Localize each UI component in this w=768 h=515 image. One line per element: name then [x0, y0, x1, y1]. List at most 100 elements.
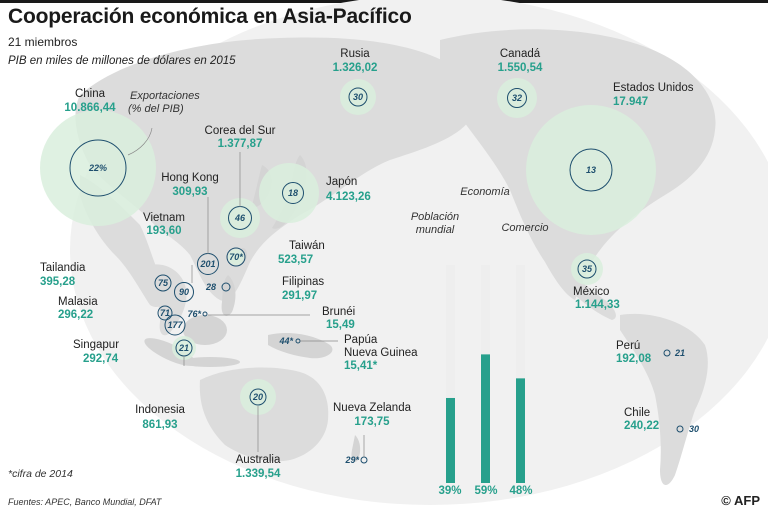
singapore-exports-text: 177	[167, 320, 183, 330]
brunei-exports-circle	[202, 311, 208, 317]
mexico-exports-text: 35	[582, 264, 593, 274]
chile-exports-circle	[676, 425, 684, 433]
korea-exports-text: 46	[234, 213, 246, 223]
peru-gdp: 192,08	[616, 353, 652, 365]
korea-gdp: 1.377,87	[217, 138, 263, 150]
south-america-landmass	[620, 313, 708, 486]
bar-economia	[481, 354, 490, 483]
thailand-label: Tailandia	[40, 262, 86, 274]
new-guinea-landmass	[268, 333, 333, 359]
share-bars	[446, 265, 525, 483]
malaysia-exports-text: 71	[160, 308, 170, 318]
poblacion-label-line1: Población	[410, 211, 460, 223]
malaysia-exports-circle	[157, 305, 173, 321]
australia-label: Australia	[235, 454, 281, 466]
taiwan-gdp: 523,57	[278, 254, 314, 266]
china-gdp: 10.866,44	[64, 102, 116, 114]
chile-exports-text: 30	[689, 424, 699, 434]
usa-gdp-bubble	[526, 105, 656, 235]
mexico-label: México	[573, 286, 610, 298]
peru-exports-text: 21	[674, 348, 685, 358]
korea-gdp-bubble	[220, 198, 260, 238]
footnote: *cifra de 2014	[8, 468, 73, 480]
peru-label: Perú	[616, 340, 641, 352]
usa-exports-circle	[569, 148, 613, 192]
png-label-line1: Papúa	[344, 334, 378, 346]
taiwan-exports-text: 70*	[229, 252, 243, 262]
exports-legend-line1: Exportaciones	[130, 90, 200, 102]
canada-gdp: 1.550,54	[497, 62, 543, 74]
vietnam-gdp: 193,60	[146, 225, 182, 237]
bar-poblacion	[446, 397, 455, 483]
usa-exports-text: 13	[586, 165, 596, 175]
hongkong-exports-text: 201	[199, 259, 215, 269]
hongkong-label: Hong Kong	[161, 172, 219, 184]
singapore-exports-circle	[164, 314, 186, 336]
bar-comercio	[516, 378, 525, 483]
japan-gdp: 4.123,26	[326, 191, 371, 203]
page-title: Cooperación económica en Asia-Pacífico	[8, 5, 412, 28]
brunei-label: Brunéi	[322, 306, 356, 318]
nz-gdp: 173,75	[354, 416, 390, 428]
central-america-landmass	[558, 265, 616, 320]
poblacion-percent: 39%	[438, 485, 462, 497]
australia-gdp-bubble	[240, 379, 276, 415]
philippines-exports-circle	[221, 282, 231, 292]
png-label-line2: Nueva Guinea	[344, 347, 418, 359]
russia-gdp-bubble	[340, 79, 376, 115]
indonesia-label: Indonesia	[135, 404, 185, 416]
japan-exports-circle	[282, 182, 304, 204]
sources: Fuentes: APEC, Banco Mundial, DFAT	[8, 497, 162, 507]
poblacion-label-line2: mundial	[415, 224, 455, 236]
mexico-gdp-bubble	[571, 253, 603, 285]
philippines-gdp: 291,97	[282, 290, 318, 302]
indochina-landmass	[150, 264, 187, 336]
canada-gdp-bubble	[497, 78, 537, 118]
china-gdp-bubble	[40, 110, 156, 226]
indonesia-exports-text: 21	[178, 343, 189, 353]
canada-exports-circle	[507, 88, 527, 108]
philippines-exports-text: 28	[205, 282, 216, 292]
korea-label: Corea del Sur	[204, 125, 276, 137]
taiwan-label: Taiwán	[289, 240, 325, 252]
nz-label: Nueva Zelanda	[333, 402, 411, 414]
borneo-landmass	[183, 315, 227, 345]
usa-label: Estados Unidos	[613, 82, 694, 94]
taiwan-exports-circle	[226, 247, 246, 267]
exports-legend-line2: (% del PIB)	[128, 103, 184, 115]
leader-lines	[127, 127, 365, 457]
australia-gdp: 1.339,54	[235, 468, 281, 480]
java-landmass	[180, 357, 240, 367]
mexico-gdp: 1.144,33	[575, 299, 620, 311]
australia-landmass	[199, 367, 329, 462]
hongkong-gdp: 309,93	[172, 186, 208, 198]
vietnam-exports-circle	[174, 282, 194, 302]
mexico-exports-circle	[577, 259, 597, 279]
peru-exports-circle	[663, 349, 671, 357]
new-zealand-landmass	[351, 435, 361, 462]
philippines-label: Filipinas	[282, 276, 325, 288]
taiwan-gdp-bubble	[228, 249, 244, 265]
singapore-label: Singapur	[73, 339, 120, 351]
thailand-exports-circle	[154, 274, 172, 292]
png-exports-text: 44*	[278, 336, 293, 346]
russia-gdp: 1.326,02	[332, 62, 378, 74]
chile-gdp: 240,22	[624, 420, 660, 432]
singapore-gdp: 292,74	[83, 353, 119, 365]
comercio-percent: 48%	[509, 485, 533, 497]
philippines-landmass	[221, 275, 236, 316]
subtitle: PIB en miles de millones de dólares en 2…	[8, 55, 236, 67]
japan-exports-text: 18	[288, 188, 298, 198]
china-exports-circle	[69, 139, 127, 197]
thailand-gdp: 395,28	[40, 276, 76, 288]
china-label: China	[74, 88, 106, 100]
economia-label: Economía	[460, 186, 510, 198]
russia-exports-text: 30	[353, 92, 363, 102]
png-gdp: 15,41*	[344, 360, 378, 372]
members-count: 21 miembros	[8, 35, 78, 49]
japan-gdp-bubble	[259, 163, 319, 223]
japan-label: Japón	[326, 176, 358, 188]
brunei-exports-text: 76*	[187, 309, 201, 319]
